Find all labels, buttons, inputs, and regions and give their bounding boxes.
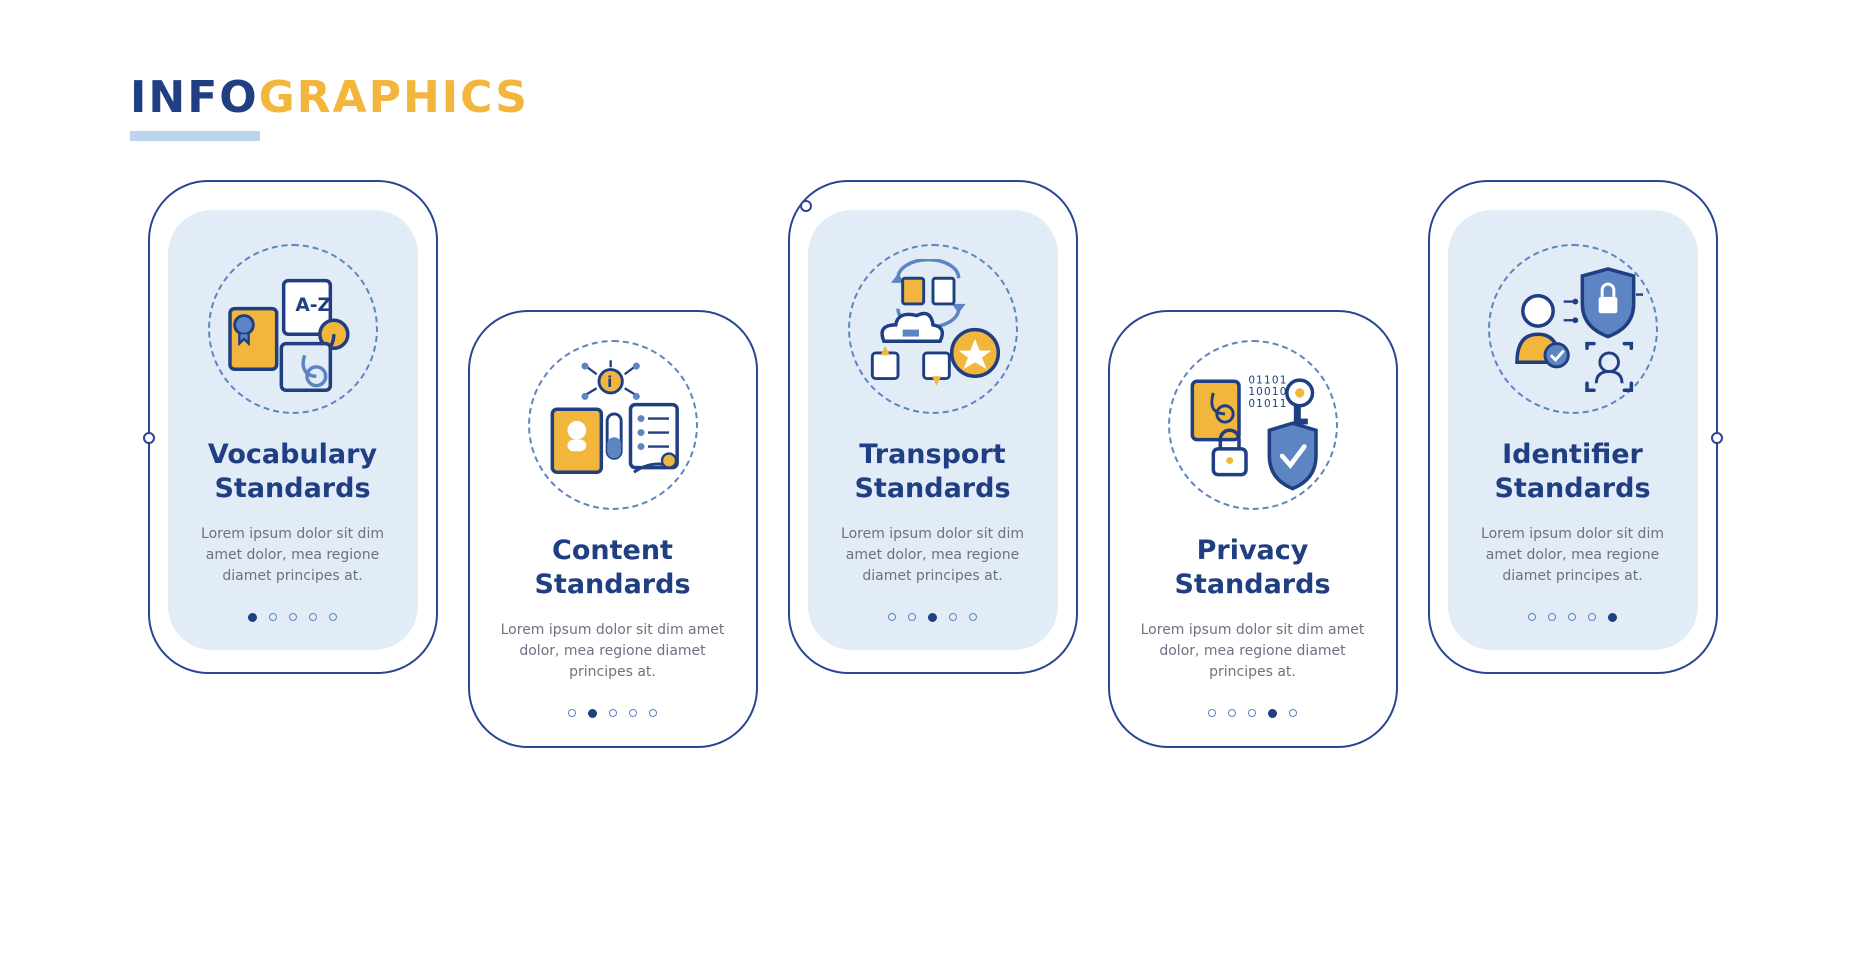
header-title: INFOGRAPHICS [130,72,529,123]
pagination-dots [248,613,337,622]
connector-dot [800,200,812,212]
dot-active [1268,709,1277,718]
card-title: Identifier Standards [1468,438,1678,506]
dot [1528,613,1536,621]
card-content: Content Standards Lorem ipsum dolor sit … [468,310,758,748]
dot [1248,709,1256,717]
card-transport: Transport Standards Lorem ipsum dolor si… [788,180,1078,674]
dot [329,613,337,621]
card-vocabulary: Vocabulary Standards Lorem ipsum dolor s… [148,180,438,674]
dot-active [248,613,257,622]
dot [1568,613,1576,621]
title-part-1: INFO [130,72,259,123]
dot [949,613,957,621]
dot [888,613,896,621]
dot [309,613,317,621]
card-privacy: Privacy Standards Lorem ipsum dolor sit … [1108,310,1398,748]
pagination-dots [1528,613,1617,622]
dot-active [588,709,597,718]
dot [1208,709,1216,717]
card-title: Vocabulary Standards [188,438,398,506]
pagination-dots [1208,709,1297,718]
dot [1228,709,1236,717]
dot [269,613,277,621]
card-description: Lorem ipsum dolor sit dim amet dolor, me… [188,524,398,587]
dot [908,613,916,621]
pagination-dots [888,613,977,622]
card-description: Lorem ipsum dolor sit dim amet dolor, me… [1468,524,1678,587]
card-title: Privacy Standards [1128,534,1378,602]
dot-active [1608,613,1617,622]
card-title: Transport Standards [828,438,1038,506]
header-underline [130,131,260,141]
dot-active [928,613,937,622]
connector-dot [143,432,155,444]
dot [969,613,977,621]
dot [1588,613,1596,621]
card-description: Lorem ipsum dolor sit dim amet dolor, me… [828,524,1038,587]
card-inner: Vocabulary Standards Lorem ipsum dolor s… [168,210,418,650]
identifier-icon [1488,244,1658,414]
card-inner: Identifier Standards Lorem ipsum dolor s… [1448,210,1698,650]
dot [1548,613,1556,621]
dot [609,709,617,717]
title-part-2: GRAPHICS [259,72,529,123]
card-inner: Transport Standards Lorem ipsum dolor si… [808,210,1058,650]
content-icon [528,340,698,510]
header: INFOGRAPHICS [130,72,529,141]
card-identifier: Identifier Standards Lorem ipsum dolor s… [1428,180,1718,674]
dot [568,709,576,717]
card-description: Lorem ipsum dolor sit dim amet dolor, me… [488,620,738,683]
vocab-icon [208,244,378,414]
dot [649,709,657,717]
privacy-icon [1168,340,1338,510]
transport-icon [848,244,1018,414]
pagination-dots [568,709,657,718]
dot [629,709,637,717]
dot [1289,709,1297,717]
dot [289,613,297,621]
card-description: Lorem ipsum dolor sit dim amet dolor, me… [1128,620,1378,683]
connector-dot [1711,432,1723,444]
card-title: Content Standards [488,534,738,602]
